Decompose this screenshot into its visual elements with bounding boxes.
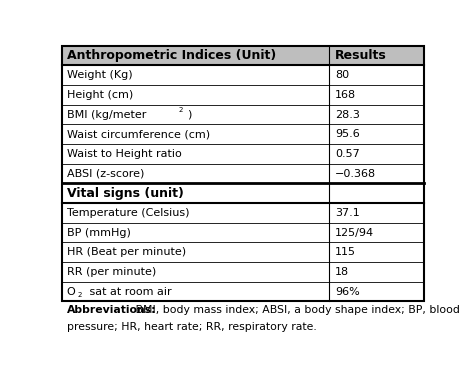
Text: Anthropometric Indices (Unit): Anthropometric Indices (Unit)	[66, 49, 276, 62]
Bar	[62, 85, 424, 105]
Text: 80: 80	[335, 70, 349, 80]
Text: 96%: 96%	[335, 287, 359, 297]
Text: RR (per minute): RR (per minute)	[66, 267, 156, 277]
Text: 37.1: 37.1	[335, 208, 359, 218]
Text: ): )	[187, 109, 191, 120]
Text: 0.57: 0.57	[335, 149, 359, 159]
Text: 168: 168	[335, 90, 356, 100]
Bar	[62, 223, 424, 243]
Text: 18: 18	[335, 267, 349, 277]
Text: 2: 2	[78, 293, 82, 299]
Bar	[62, 65, 424, 85]
Text: 115: 115	[335, 247, 356, 257]
Bar	[62, 164, 424, 183]
Bar	[62, 46, 424, 301]
Text: HR (Beat per minute): HR (Beat per minute)	[66, 247, 186, 257]
Text: BP (mmHg): BP (mmHg)	[66, 227, 130, 238]
Text: BMI (kg/meter: BMI (kg/meter	[66, 109, 146, 120]
Bar	[62, 46, 424, 65]
Text: Waist to Height ratio: Waist to Height ratio	[66, 149, 182, 159]
Text: 28.3: 28.3	[335, 109, 360, 120]
Text: O: O	[66, 287, 75, 297]
Bar	[62, 144, 424, 164]
Text: Waist circumference (cm): Waist circumference (cm)	[66, 129, 210, 139]
Text: ABSI (z-score): ABSI (z-score)	[66, 168, 144, 179]
Bar	[62, 262, 424, 282]
Text: Abbreviations:: Abbreviations:	[66, 305, 156, 315]
Text: Temperature (Celsius): Temperature (Celsius)	[66, 208, 189, 218]
Text: Vital signs (unit): Vital signs (unit)	[66, 187, 183, 200]
Bar	[62, 105, 424, 124]
Bar	[62, 243, 424, 262]
Text: 2: 2	[179, 107, 183, 112]
Text: Results: Results	[335, 49, 386, 62]
Text: Height (cm): Height (cm)	[66, 90, 133, 100]
Text: Weight (Kg): Weight (Kg)	[66, 70, 132, 80]
Text: BMI, body mass index; ABSI, a body shape index; BP, blood: BMI, body mass index; ABSI, a body shape…	[132, 305, 460, 315]
Text: 125/94: 125/94	[335, 227, 374, 238]
Bar	[62, 124, 424, 144]
Bar	[62, 282, 424, 301]
Text: −0.368: −0.368	[335, 168, 376, 179]
Bar	[62, 203, 424, 223]
Text: pressure; HR, heart rate; RR, respiratory rate.: pressure; HR, heart rate; RR, respirator…	[66, 321, 316, 332]
Text: 95.6: 95.6	[335, 129, 359, 139]
Bar	[62, 183, 424, 203]
Text: sat at room air: sat at room air	[86, 287, 171, 297]
